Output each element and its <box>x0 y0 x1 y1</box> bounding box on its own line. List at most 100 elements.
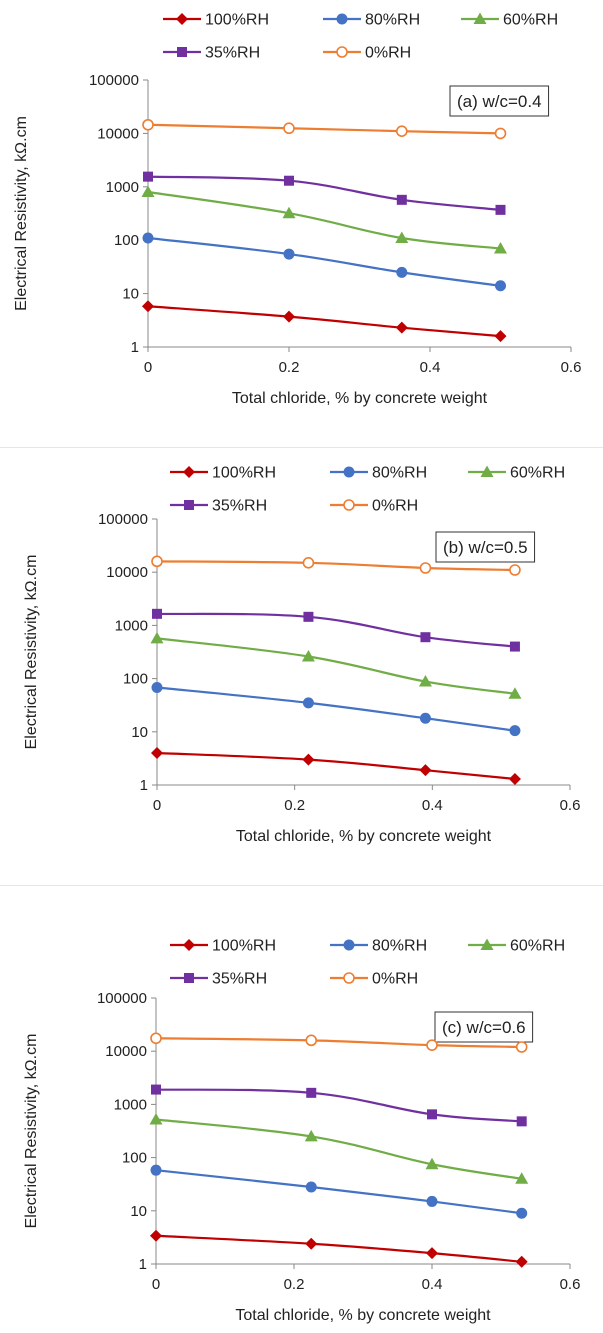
chart-c-data-point-35pctrh <box>306 1087 317 1098</box>
chart-c-x-tick-label: 0.6 <box>560 1276 581 1293</box>
chart-c-series-line-60pctrh <box>155 1118 522 1180</box>
chart-c-y-tick-label: 10000 <box>105 1043 147 1060</box>
chart-b-data-point-100pctrh <box>419 764 432 777</box>
chart-c-y-tick-label: 100 <box>122 1150 147 1167</box>
chart-a-series-100pctrh <box>142 300 507 343</box>
chart-b-legend-label: 100%RH <box>212 465 276 482</box>
chart-c-series-35pctrh <box>151 1084 527 1127</box>
chart-c-x-tick-label: 0.4 <box>422 1276 443 1293</box>
chart-svg-a: 1 10 100 1000 10000 100000 0 0.2 0.4 0.6 Total chl… <box>13 12 581 408</box>
chart-b-data-point-100pctrh <box>508 772 521 785</box>
chart-c-legend-label: 0%RH <box>372 971 418 988</box>
chart-c-legend-item-80pctrh: 80%RH <box>330 938 427 955</box>
chart-c-data-point-80pctrh <box>426 1195 438 1207</box>
chart-c-series-line-80pctrh <box>155 1169 522 1215</box>
chart-c-data-point-80pctrh <box>305 1181 317 1193</box>
chart-c-series-80pctrh <box>150 1164 528 1219</box>
chart-b-x-tick-label: 0.2 <box>284 797 305 814</box>
chart-a-data-point-60pctrh <box>395 231 409 243</box>
chart-c-legend: 100%RH 80%RH 60%RH 35%RH 0%RH <box>170 938 565 988</box>
chart-a-y-tick-label: 10000 <box>97 125 139 142</box>
chart-c-x-axis-label: Total chloride, % by concrete weight <box>235 1307 491 1324</box>
chart-c-legend-label: 100%RH <box>212 938 276 955</box>
chart-b-data-point-60pctrh <box>301 650 315 662</box>
chart-a-data-point-80pctrh <box>142 232 154 244</box>
chart-b-y-tick-label: 10000 <box>106 564 148 581</box>
chart-a-series-line-0pctrh <box>147 123 501 135</box>
chart-a-y-tick-label: 10 <box>122 286 139 303</box>
chart-a-legend-label: 35%RH <box>205 45 260 62</box>
chart-c-series-line-0pctrh <box>155 1037 522 1049</box>
chart-b-y-tick-label: 10 <box>131 724 148 741</box>
chart-a-series-line-100pctrh <box>147 305 501 338</box>
chart-b-data-point-80pctrh <box>509 725 521 737</box>
chart-a-data-point-60pctrh <box>141 185 155 197</box>
chart-b-data-point-100pctrh <box>302 753 315 766</box>
chart-a-legend-item-80pctrh: 80%RH <box>323 12 420 29</box>
chart-a-data-point-60pctrh <box>494 241 507 254</box>
chart-b-data-point-35pctrh <box>420 632 431 643</box>
chart-b-legend-marker-80pctrh <box>343 466 355 478</box>
chart-a-legend-label: 80%RH <box>365 12 420 29</box>
chart-b-data-point-80pctrh <box>151 682 163 694</box>
chart-b-legend-label: 0%RH <box>372 498 418 515</box>
panel-divider <box>0 447 603 448</box>
chart-c-legend-item-35pctrh: 35%RH <box>170 971 267 988</box>
chart-a-legend-marker-80pctrh <box>336 13 348 25</box>
chart-b-y-tick-label: 100000 <box>98 511 148 528</box>
chart-c-data-point-0pctrh <box>515 1041 528 1053</box>
chart-a-legend-label: 0%RH <box>365 45 411 62</box>
chart-c-series-100pctrh <box>150 1229 528 1268</box>
chart-a-y-tick-label: 100000 <box>89 72 139 89</box>
chart-a-series-0pctrh <box>142 118 507 140</box>
chart-a-data-point-80pctrh <box>283 248 295 260</box>
chart-c-data-point-35pctrh <box>151 1084 161 1095</box>
chart-a-legend-marker-0pctrh <box>336 46 348 58</box>
chart-b-data-point-0pctrh <box>509 564 521 576</box>
chart-b-legend-marker-60pctrh <box>480 465 494 477</box>
chart-a-data-point-0pctrh <box>395 125 408 137</box>
chart-a-data-point-0pctrh <box>142 118 154 131</box>
chart-a-legend-item-60pctrh: 60%RH <box>461 12 558 29</box>
chart-a-series-line-60pctrh <box>147 190 501 250</box>
chart-c-x-tick-label: 0 <box>152 1276 160 1293</box>
chart-c-legend-marker-80pctrh <box>343 939 355 951</box>
chart-svg-b: 1 10 100 1000 10000 100000 0 0.2 0.4 0.6 Total chl… <box>23 465 580 846</box>
chart-b-legend-item-100pctrh: 100%RH <box>170 465 276 482</box>
chart-b-series-line-100pctrh <box>156 751 516 781</box>
chart-b-legend-marker-35pctrh <box>184 500 194 510</box>
chart-c-legend-label: 35%RH <box>212 971 267 988</box>
chart-b-series-60pctrh <box>150 631 522 699</box>
chart-c-legend-marker-100pctrh <box>183 939 195 951</box>
chart-a-legend-marker-100pctrh <box>176 13 188 25</box>
chart-c-legend-label: 80%RH <box>372 938 427 955</box>
chart-b-series-line-60pctrh <box>156 637 516 695</box>
chart-c-series-0pctrh <box>150 1032 528 1053</box>
chart-a-legend-marker-60pctrh <box>473 12 487 24</box>
chart-a-legend-item-100pctrh: 100%RH <box>163 12 269 29</box>
chart-a-x-tick-label: 0.4 <box>420 359 441 376</box>
chart-a-series-35pctrh <box>143 171 506 215</box>
chart-c-series-line-100pctrh <box>155 1234 522 1263</box>
chart-c-data-point-100pctrh <box>515 1255 528 1268</box>
chart-b-series-0pctrh <box>151 555 521 576</box>
chart-b-data-point-60pctrh <box>508 687 522 699</box>
chart-a-x-tick-label: 0 <box>144 359 152 376</box>
chart-a-x-tick-label: 0.2 <box>279 359 300 376</box>
chart-b-legend-label: 80%RH <box>372 465 427 482</box>
chart-a-data-point-35pctrh <box>396 194 407 205</box>
chart-c-data-point-60pctrh <box>149 1113 163 1125</box>
chart-a-x-axis-label: Total chloride, % by concrete weight <box>232 390 488 407</box>
chart-c-data-point-0pctrh <box>150 1032 162 1045</box>
chart-b-legend-label: 60%RH <box>510 465 565 482</box>
chart-c-legend-marker-60pctrh <box>480 938 494 950</box>
chart-c-data-point-0pctrh <box>426 1039 438 1051</box>
chart-c-legend-marker-35pctrh <box>184 973 194 983</box>
chart-c-y-axis-label: Electrical Resistivity, kΩ.cm <box>23 1034 40 1229</box>
chart-b-legend-item-80pctrh: 80%RH <box>330 465 427 482</box>
chart-b-legend-item-35pctrh: 35%RH <box>170 498 267 515</box>
chart-c-legend-marker-0pctrh <box>343 972 355 984</box>
chart-a-series-line-35pctrh <box>147 175 501 211</box>
chart-a-annotation: (a) w/c=0.4 <box>449 85 550 117</box>
chart-c-data-point-35pctrh <box>427 1109 437 1120</box>
